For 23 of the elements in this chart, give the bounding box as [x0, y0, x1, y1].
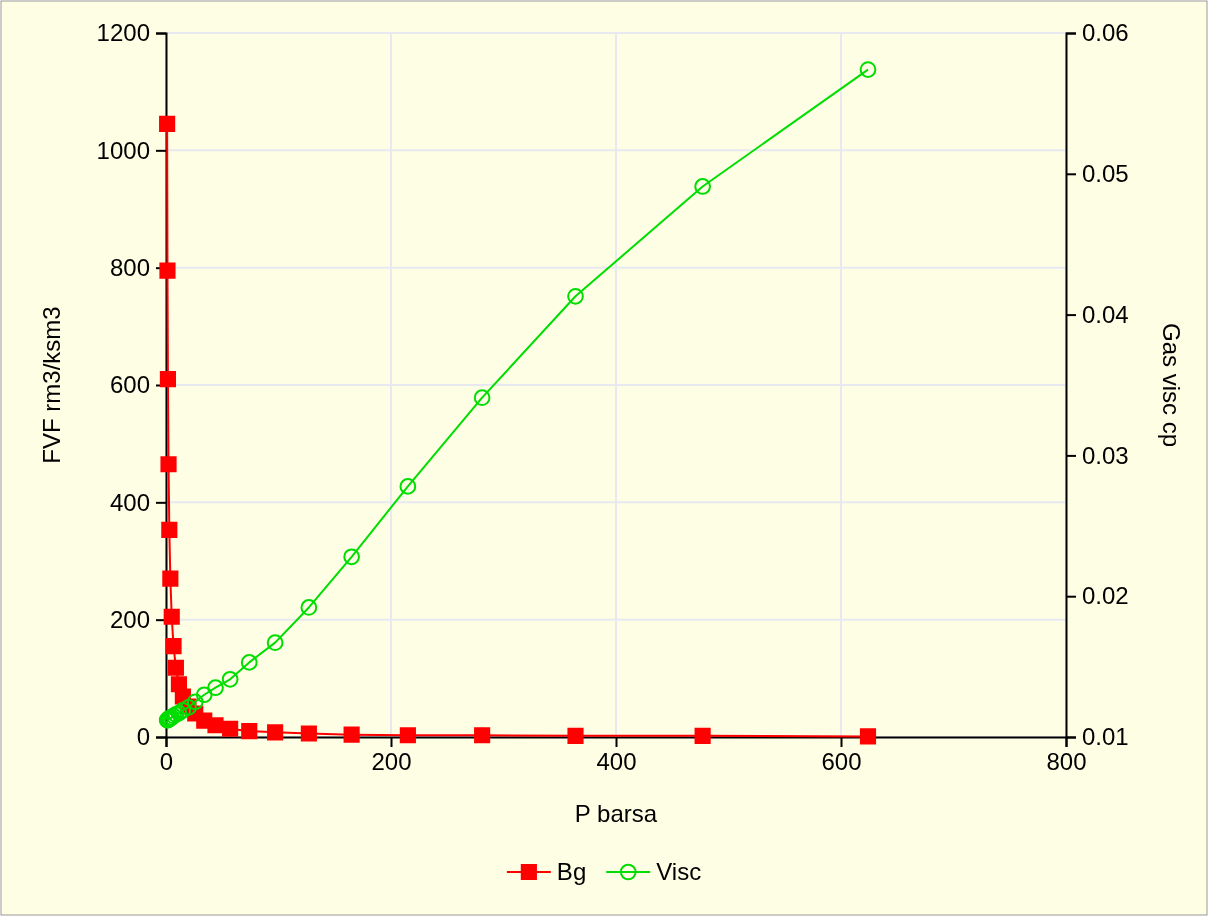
y-tick-label: 200 — [109, 605, 150, 633]
y2-tick-label: 0.03 — [1082, 441, 1129, 469]
x-tick-label: 200 — [371, 748, 412, 776]
y-axis-title: FVF rm3/ksm3 — [38, 306, 65, 464]
y2-axis-title: Gas visc cp — [1158, 322, 1185, 448]
x-tick-label: 400 — [596, 748, 637, 776]
y2-tick-label: 0.05 — [1082, 159, 1129, 187]
x-tick-label: 600 — [821, 748, 862, 776]
x-tick-label: 800 — [1046, 748, 1087, 776]
legend-label: Visc — [656, 858, 702, 885]
y-tick-label: 0 — [136, 723, 150, 751]
y-tick-label: 1000 — [96, 136, 150, 164]
y-tick-label: 800 — [109, 253, 150, 281]
x-tick-label: 0 — [159, 748, 174, 776]
y-tick-label: 600 — [109, 371, 150, 399]
x-axis-title: P barsa — [574, 800, 658, 827]
y2-tick-label: 0.06 — [1082, 19, 1129, 47]
y2-tick-label: 0.01 — [1082, 723, 1129, 751]
y-tick-label: 1200 — [96, 19, 150, 47]
legend-label: Bg — [556, 858, 587, 885]
y-tick-label: 400 — [109, 488, 150, 516]
y2-tick-label: 0.02 — [1082, 582, 1129, 610]
y2-tick-label: 0.04 — [1082, 300, 1129, 328]
